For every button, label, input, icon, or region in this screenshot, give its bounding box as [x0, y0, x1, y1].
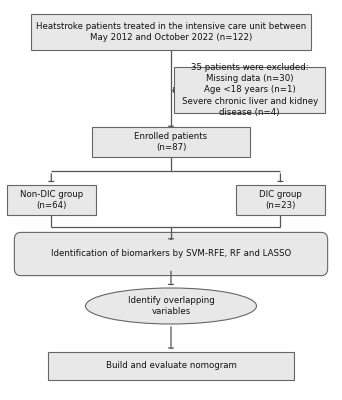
Text: Build and evaluate nomogram: Build and evaluate nomogram	[106, 362, 236, 370]
Text: Identification of biomarkers by SVM-RFE, RF and LASSO: Identification of biomarkers by SVM-RFE,…	[51, 250, 291, 258]
FancyBboxPatch shape	[14, 232, 328, 276]
FancyBboxPatch shape	[7, 185, 96, 215]
FancyBboxPatch shape	[48, 352, 294, 380]
Text: DIC group
(n=23): DIC group (n=23)	[259, 190, 302, 210]
Text: Non-DIC group
(n=64): Non-DIC group (n=64)	[20, 190, 83, 210]
FancyBboxPatch shape	[31, 14, 311, 50]
Text: Identify overlapping
variables: Identify overlapping variables	[128, 296, 214, 316]
FancyBboxPatch shape	[174, 67, 325, 113]
Ellipse shape	[86, 288, 256, 324]
Text: Enrolled patients
(n=87): Enrolled patients (n=87)	[134, 132, 208, 152]
Text: 35 patients were excluded:
Missing data (n=30)
Age <18 years (n=1)
Severe chroni: 35 patients were excluded: Missing data …	[182, 63, 318, 117]
FancyBboxPatch shape	[236, 185, 325, 215]
Text: Heatstroke patients treated in the intensive care unit between
May 2012 and Octo: Heatstroke patients treated in the inten…	[36, 22, 306, 42]
FancyBboxPatch shape	[92, 127, 250, 157]
